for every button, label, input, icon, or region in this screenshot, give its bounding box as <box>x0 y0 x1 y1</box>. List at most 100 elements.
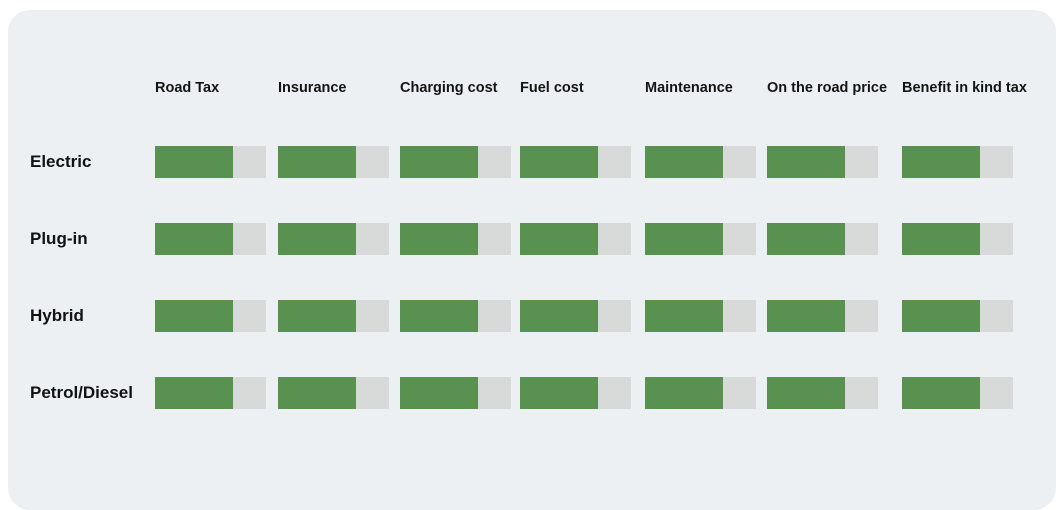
bar-cell <box>278 377 400 409</box>
row-label: Plug-in <box>30 229 88 248</box>
column-header: Fuel cost <box>520 80 584 96</box>
bar-fill <box>520 223 598 255</box>
bar-cell <box>645 223 767 255</box>
bar-cell <box>645 300 767 332</box>
bar-fill <box>767 223 845 255</box>
bar-fill <box>400 300 478 332</box>
bar-cell <box>278 300 400 332</box>
comparison-rows: Electric Plug-in Hybrid Petrol/Diesel <box>8 146 1056 409</box>
bar-track <box>902 377 1013 409</box>
bar-fill <box>400 223 478 255</box>
bar-fill <box>767 146 845 178</box>
bar-track <box>645 146 756 178</box>
bar-track <box>520 223 631 255</box>
bar-cell <box>767 223 902 255</box>
bar-fill <box>278 300 356 332</box>
bar-cell <box>520 223 645 255</box>
bar-track <box>155 223 266 255</box>
column-header: Maintenance <box>645 80 733 96</box>
bar-track <box>645 300 756 332</box>
bar-cell <box>400 146 520 178</box>
bar-track <box>155 146 266 178</box>
bar-track <box>767 146 878 178</box>
bar-cell <box>645 146 767 178</box>
bar-track <box>645 377 756 409</box>
table-row: Petrol/Diesel <box>8 377 1056 409</box>
bar-fill <box>520 300 598 332</box>
bar-track <box>767 377 878 409</box>
bar-cell <box>520 300 645 332</box>
bar-fill <box>645 223 723 255</box>
bar-fill <box>155 300 233 332</box>
bar-track <box>278 300 389 332</box>
bar-fill <box>902 223 980 255</box>
comparison-card: Road Tax Insurance Charging cost Fuel cost M… <box>8 10 1056 510</box>
bar-fill <box>520 377 598 409</box>
bar-track <box>400 300 511 332</box>
column-header: Road Tax <box>155 80 220 96</box>
bar-fill <box>902 146 980 178</box>
bar-fill <box>278 223 356 255</box>
bar-cell <box>520 377 645 409</box>
bar-fill <box>520 146 598 178</box>
bar-track <box>767 300 878 332</box>
row-label: Petrol/Diesel <box>30 383 133 402</box>
bar-cell <box>645 377 767 409</box>
bar-track <box>400 377 511 409</box>
column-header: Benefit in kind tax <box>902 80 1027 96</box>
bar-cell <box>767 377 902 409</box>
bar-track <box>400 146 511 178</box>
header-row: Road Tax Insurance Charging cost Fuel cost M… <box>8 78 1056 98</box>
bar-track <box>645 223 756 255</box>
bar-fill <box>155 223 233 255</box>
bar-cell <box>155 146 278 178</box>
bar-cell <box>902 300 1056 332</box>
row-label: Electric <box>30 152 92 171</box>
bar-track <box>902 300 1013 332</box>
bar-track <box>278 377 389 409</box>
table-row: Hybrid <box>8 300 1056 332</box>
bar-fill <box>645 146 723 178</box>
bar-fill <box>767 300 845 332</box>
bar-fill <box>155 146 233 178</box>
bar-track <box>520 377 631 409</box>
bar-cell <box>278 146 400 178</box>
bar-track <box>520 146 631 178</box>
bar-cell <box>767 146 902 178</box>
bar-cell <box>902 377 1056 409</box>
bar-fill <box>645 377 723 409</box>
column-header: On the road price <box>767 80 888 96</box>
bar-fill <box>400 377 478 409</box>
bar-fill <box>278 377 356 409</box>
bar-fill <box>400 146 478 178</box>
bar-fill <box>767 377 845 409</box>
bar-cell <box>767 300 902 332</box>
bar-track <box>278 223 389 255</box>
bar-cell <box>155 377 278 409</box>
table-row: Electric <box>8 146 1056 178</box>
bar-track <box>902 223 1013 255</box>
bar-cell <box>155 223 278 255</box>
bar-track <box>520 300 631 332</box>
column-header: Charging cost <box>400 80 498 96</box>
bar-cell <box>400 377 520 409</box>
bar-fill <box>902 300 980 332</box>
bar-cell <box>400 300 520 332</box>
bar-track <box>902 146 1013 178</box>
row-label: Hybrid <box>30 306 84 325</box>
bar-fill <box>902 377 980 409</box>
bar-cell <box>902 223 1056 255</box>
bar-fill <box>645 300 723 332</box>
bar-track <box>767 223 878 255</box>
bar-track <box>155 377 266 409</box>
bar-cell <box>155 300 278 332</box>
bar-fill <box>278 146 356 178</box>
bar-cell <box>400 223 520 255</box>
bar-track <box>278 146 389 178</box>
bar-cell <box>902 146 1056 178</box>
bar-cell <box>278 223 400 255</box>
bar-cell <box>520 146 645 178</box>
bar-track <box>400 223 511 255</box>
column-header: Insurance <box>278 80 347 96</box>
bar-fill <box>155 377 233 409</box>
